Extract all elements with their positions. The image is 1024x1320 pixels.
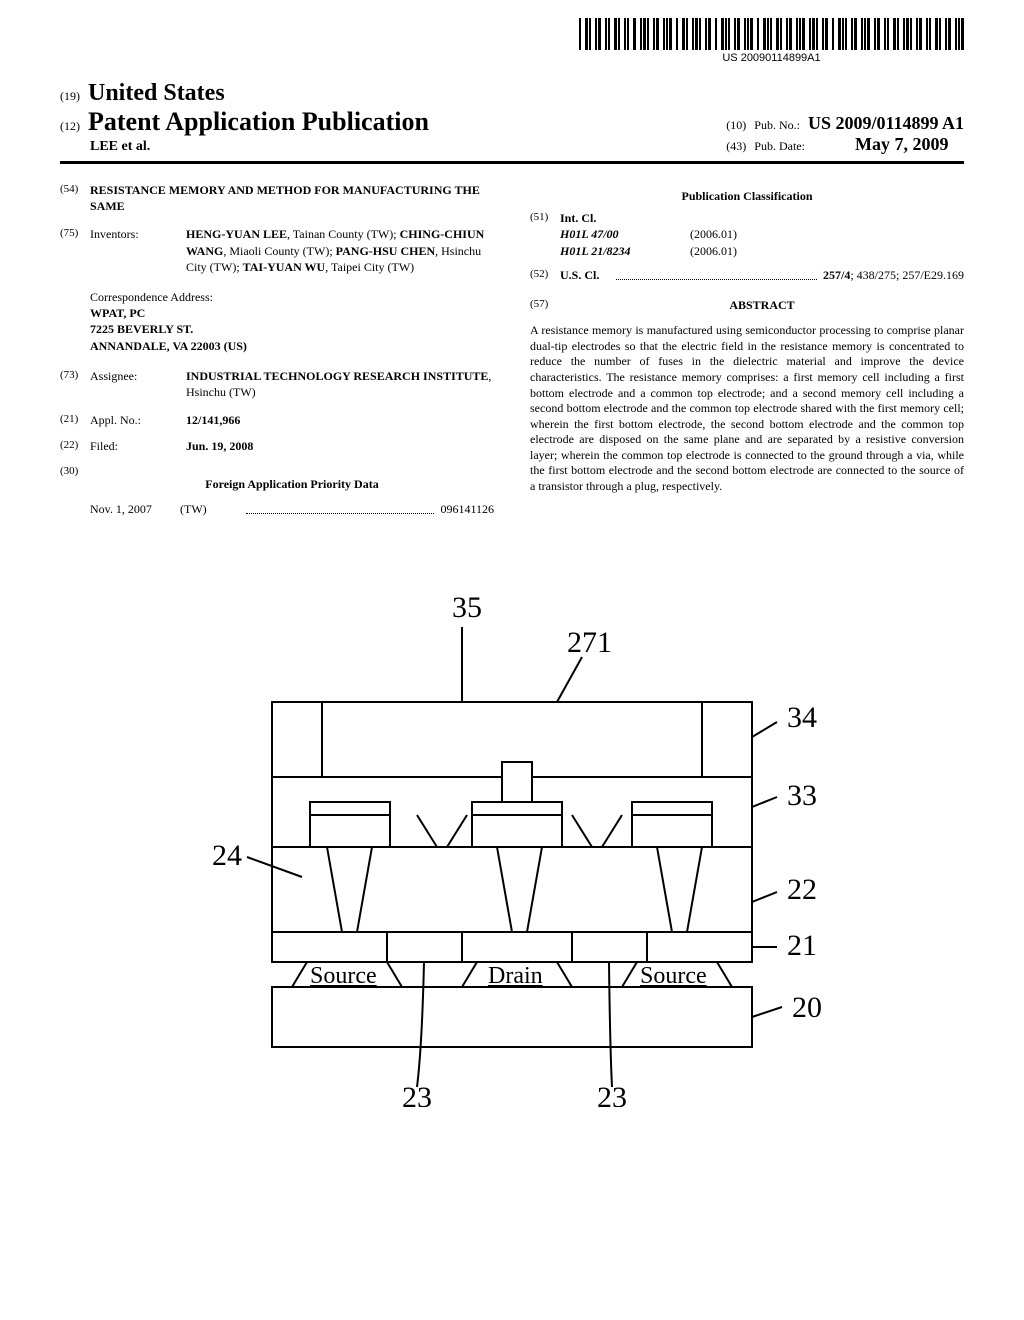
country: United States bbox=[88, 80, 225, 107]
assignee-label: Assignee: bbox=[90, 368, 186, 400]
invention-title: RESISTANCE MEMORY AND METHOD FOR MANUFAC… bbox=[90, 182, 494, 214]
right-column: Publication Classification (51) Int. Cl.… bbox=[530, 182, 964, 517]
barcode-block: US 20090114899A1 bbox=[579, 18, 964, 64]
code-19: (19) bbox=[60, 89, 80, 104]
code-22: (22) bbox=[60, 438, 90, 454]
code-73: (73) bbox=[60, 368, 90, 400]
code-52: (52) bbox=[530, 267, 560, 283]
publication-type: Patent Application Publication bbox=[88, 107, 429, 137]
leader-dots bbox=[616, 267, 817, 280]
applno-label: Appl. No.: bbox=[90, 412, 186, 428]
fig-terminal-drain: Drain bbox=[488, 963, 543, 989]
uscl-values: 257/4; 438/275; 257/E29.169 bbox=[823, 267, 964, 283]
pub-no: US 2009/0114899 A1 bbox=[808, 113, 964, 134]
uscl-label: U.S. Cl. bbox=[560, 267, 610, 283]
pub-date-label: Pub. Date: bbox=[754, 139, 805, 154]
fig-label-22: 22 bbox=[787, 873, 817, 906]
code-12: (12) bbox=[60, 119, 80, 134]
fig-label-23b: 23 bbox=[597, 1081, 627, 1107]
correspondence-label: Correspondence Address: bbox=[90, 289, 494, 305]
fig-label-271: 271 bbox=[567, 626, 612, 659]
inventors-label: Inventors: bbox=[90, 226, 186, 275]
fig-terminal-source1: Source bbox=[310, 963, 377, 989]
intcl-label: Int. Cl. bbox=[560, 210, 964, 226]
authors: LEE et al. bbox=[90, 139, 429, 155]
code-21: (21) bbox=[60, 412, 90, 428]
code-43: (43) bbox=[726, 139, 746, 154]
header: (19) United States (12) Patent Applicati… bbox=[60, 80, 964, 164]
body-columns: (54) RESISTANCE MEMORY AND METHOD FOR MA… bbox=[60, 182, 964, 517]
code-30: (30) bbox=[60, 464, 90, 492]
assignee-value: INDUSTRIAL TECHNOLOGY RESEARCH INSTITUTE… bbox=[186, 368, 494, 400]
inventors-list: HENG-YUAN LEE, Tainan County (TW); CHING… bbox=[186, 226, 494, 275]
pubclass-header: Publication Classification bbox=[530, 188, 964, 204]
fig-terminal-source2: Source bbox=[640, 963, 707, 989]
code-54: (54) bbox=[60, 182, 90, 214]
barcode-text: US 20090114899A1 bbox=[579, 52, 964, 64]
correspondence-address: Correspondence Address: WPAT, PC 7225 BE… bbox=[90, 289, 494, 354]
left-column: (54) RESISTANCE MEMORY AND METHOD FOR MA… bbox=[60, 182, 494, 517]
foreign-header: Foreign Application Priority Data bbox=[90, 476, 494, 492]
code-75: (75) bbox=[60, 226, 90, 275]
fig-label-21: 21 bbox=[787, 929, 817, 962]
fig-label-33: 33 bbox=[787, 779, 817, 812]
filed-label: Filed: bbox=[90, 438, 186, 454]
barcode-icon bbox=[579, 18, 964, 50]
applno-value: 12/141,966 bbox=[186, 412, 494, 428]
abstract-text: A resistance memory is manufactured usin… bbox=[530, 323, 964, 495]
pub-date: May 7, 2009 bbox=[855, 134, 949, 155]
code-51: (51) bbox=[530, 210, 560, 259]
patent-figure: 35 271 34 33 24 22 21 20 23 23 Source Dr… bbox=[60, 547, 964, 1107]
code-10: (10) bbox=[726, 118, 746, 133]
foreign-priority-row: Nov. 1, 2007 (TW) 096141126 bbox=[90, 501, 494, 517]
leader-dots bbox=[246, 501, 434, 514]
filed-value: Jun. 19, 2008 bbox=[186, 438, 494, 454]
fig-label-20: 20 bbox=[792, 991, 822, 1024]
fig-label-34: 34 bbox=[787, 701, 817, 734]
pub-no-label: Pub. No.: bbox=[754, 118, 800, 133]
abstract-header: ABSTRACT bbox=[560, 297, 964, 313]
fig-label-23a: 23 bbox=[402, 1081, 432, 1107]
fig-label-35: 35 bbox=[452, 591, 482, 624]
code-57: (57) bbox=[530, 297, 560, 319]
fig-label-24: 24 bbox=[212, 839, 242, 872]
